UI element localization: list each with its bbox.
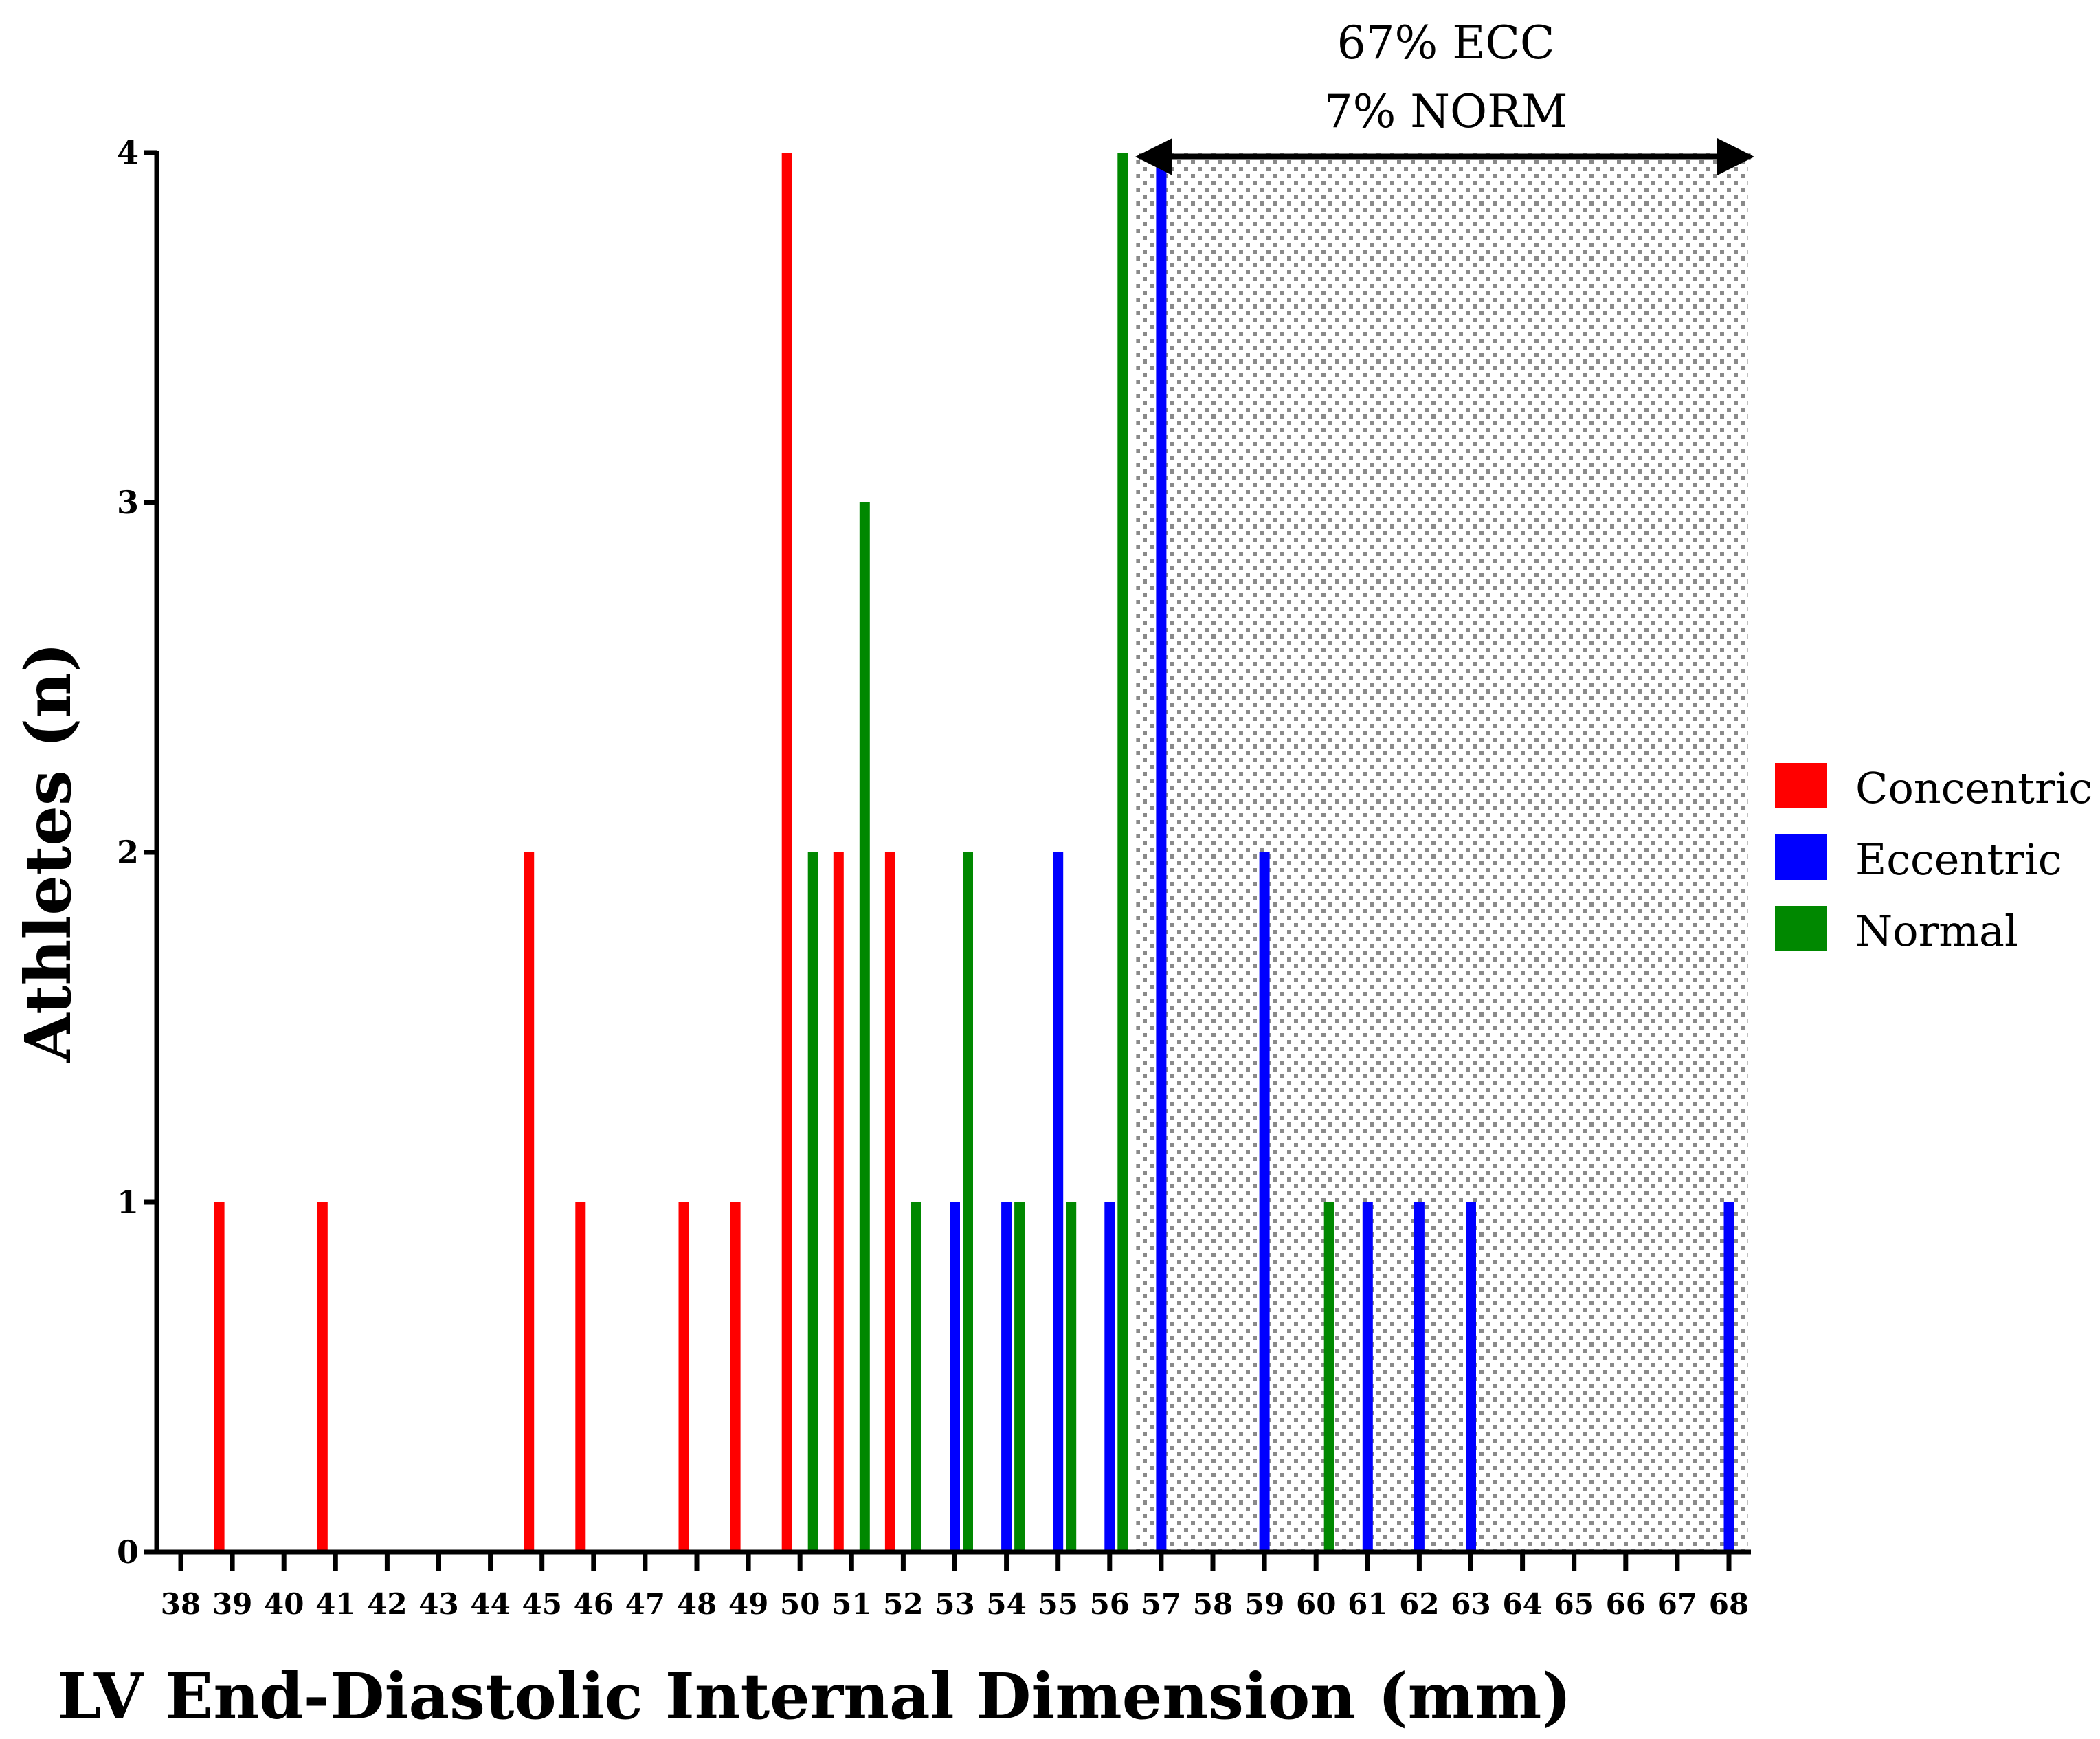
x-tick-label: 39 <box>212 1587 252 1621</box>
bar-concentric-46 <box>575 1202 586 1552</box>
bar-concentric-49 <box>730 1202 741 1552</box>
bar-normal-56 <box>1117 153 1128 1552</box>
x-tick-label: 58 <box>1193 1587 1233 1621</box>
bar-concentric-48 <box>678 1202 689 1552</box>
x-tick-label: 66 <box>1606 1587 1646 1621</box>
bar-eccentric-62 <box>1414 1202 1425 1552</box>
legend-swatch-eccentric <box>1775 834 1827 880</box>
x-tick-label: 65 <box>1554 1587 1594 1621</box>
legend: Concentric Eccentric Normal <box>1775 763 2092 956</box>
legend-swatch-normal <box>1775 906 1827 951</box>
x-tick-label: 47 <box>625 1587 665 1621</box>
bar-concentric-41 <box>317 1202 328 1552</box>
bar-concentric-39 <box>214 1202 225 1552</box>
y-tick-label: 1 <box>117 1184 139 1221</box>
x-tick-label: 41 <box>315 1587 355 1621</box>
x-tick-label: 38 <box>161 1587 201 1621</box>
bar-concentric-45 <box>524 852 535 1552</box>
x-tick-label: 61 <box>1348 1587 1387 1621</box>
legend-swatch-concentric <box>1775 763 1827 808</box>
y-tick-label: 3 <box>117 484 139 521</box>
x-axis-title: LV End-Diastolic Internal Dimension (mm) <box>57 1659 1572 1734</box>
bar-normal-52 <box>911 1202 921 1552</box>
bar-concentric-50 <box>781 153 792 1552</box>
shaded-region <box>1136 153 1748 1552</box>
legend-label-normal: Normal <box>1855 906 2018 956</box>
x-ticks: 38 39 40 41 42 43 44 45 46 47 48 49 50 51 52 53 54 55 56 57… <box>161 1552 1749 1621</box>
y-ticks: 0 1 2 3 4 <box>117 134 157 1571</box>
y-axis-title: Athletes (n) <box>11 642 85 1063</box>
bar-concentric-52 <box>884 852 895 1552</box>
x-tick-label: 50 <box>780 1587 820 1621</box>
x-tick-label: 67 <box>1657 1587 1697 1621</box>
region-annotation-ecc: 67% ECC <box>1337 16 1555 69</box>
x-tick-label: 68 <box>1709 1587 1749 1621</box>
bar-eccentric-53 <box>950 1202 960 1552</box>
x-tick-label: 46 <box>574 1587 614 1621</box>
region-annotation-norm: 7% NORM <box>1324 85 1568 138</box>
x-tick-label: 54 <box>986 1587 1026 1621</box>
x-tick-label: 62 <box>1399 1587 1439 1621</box>
x-tick-label: 45 <box>522 1587 561 1621</box>
x-tick-label: 59 <box>1244 1587 1284 1621</box>
x-tick-label: 63 <box>1451 1587 1490 1621</box>
bar-eccentric-61 <box>1362 1202 1373 1552</box>
bar-normal-53 <box>963 852 973 1552</box>
bar-eccentric-59 <box>1259 852 1270 1552</box>
bar-normal-50 <box>807 852 818 1552</box>
bar-normal-54 <box>1014 1202 1025 1552</box>
bar-eccentric-68 <box>1723 1202 1734 1552</box>
bar-normal-55 <box>1066 1202 1077 1552</box>
x-tick-label: 49 <box>728 1587 768 1621</box>
y-tick-label: 2 <box>117 834 139 871</box>
x-tick-label: 60 <box>1296 1587 1336 1621</box>
legend-label-concentric: Concentric <box>1855 763 2092 813</box>
y-tick-label: 0 <box>117 1533 139 1571</box>
bar-eccentric-55 <box>1053 852 1064 1552</box>
bar-normal-51 <box>859 502 870 1552</box>
x-tick-label: 55 <box>1038 1587 1077 1621</box>
y-tick-label: 4 <box>117 134 139 171</box>
x-tick-label: 40 <box>264 1587 304 1621</box>
x-tick-label: 42 <box>367 1587 407 1621</box>
x-tick-label: 64 <box>1502 1587 1542 1621</box>
bar-concentric-51 <box>833 852 844 1552</box>
x-tick-label: 44 <box>470 1587 510 1621</box>
x-tick-label: 53 <box>935 1587 974 1621</box>
bar-eccentric-56 <box>1104 1202 1115 1552</box>
x-tick-label: 52 <box>883 1587 923 1621</box>
bar-eccentric-57 <box>1156 153 1167 1552</box>
bar-normal-60 <box>1323 1202 1334 1552</box>
x-tick-label: 57 <box>1141 1587 1181 1621</box>
x-tick-label: 43 <box>418 1587 458 1621</box>
bar-eccentric-63 <box>1466 1202 1476 1552</box>
legend-label-eccentric: Eccentric <box>1855 834 2062 885</box>
x-tick-label: 51 <box>831 1587 871 1621</box>
x-tick-label: 48 <box>677 1587 717 1621</box>
bar-eccentric-54 <box>1001 1202 1012 1552</box>
x-tick-label: 56 <box>1090 1587 1130 1621</box>
bars-layer <box>214 153 1734 1552</box>
